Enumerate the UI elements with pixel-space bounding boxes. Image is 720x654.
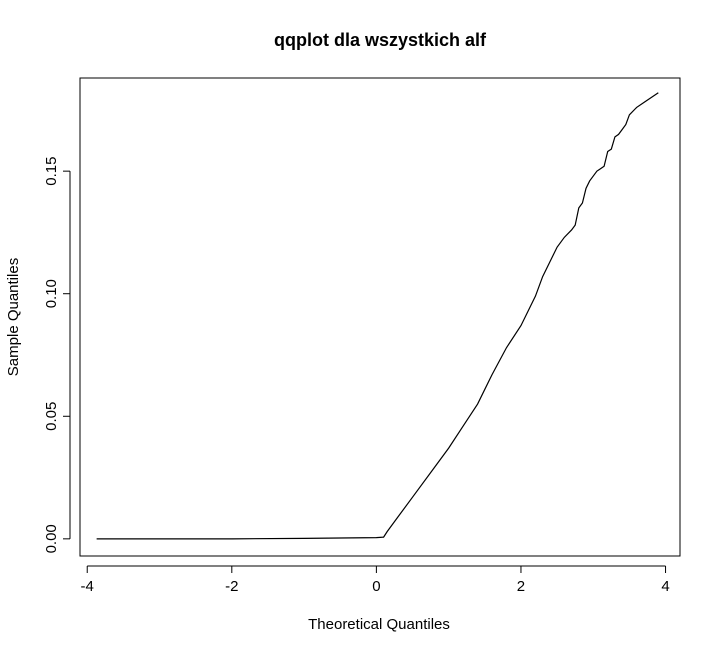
x-axis-label: Theoretical Quantiles (308, 616, 450, 633)
x-tick-label: -2 (225, 578, 238, 595)
y-tick-label: 0.05 (43, 402, 60, 431)
y-tick-label: 0.10 (43, 279, 60, 308)
y-tick-label: 0.00 (43, 524, 60, 553)
qq-line-series (96, 92, 659, 540)
x-axis: -4 -2 0 2 4 (81, 565, 670, 595)
x-tick-label: 2 (517, 578, 525, 595)
y-tick-label: 0.15 (43, 157, 60, 186)
x-tick-label: -4 (81, 578, 94, 595)
y-axis-label: Sample Quantiles (5, 258, 22, 376)
plot-area-frame (79, 77, 681, 557)
x-tick-label: 4 (661, 578, 669, 595)
chart-title: qqplot dla wszystkich alf (274, 30, 487, 50)
y-axis: 0.00 0.05 0.10 0.15 (43, 157, 71, 553)
x-tick-label: 0 (372, 578, 380, 595)
